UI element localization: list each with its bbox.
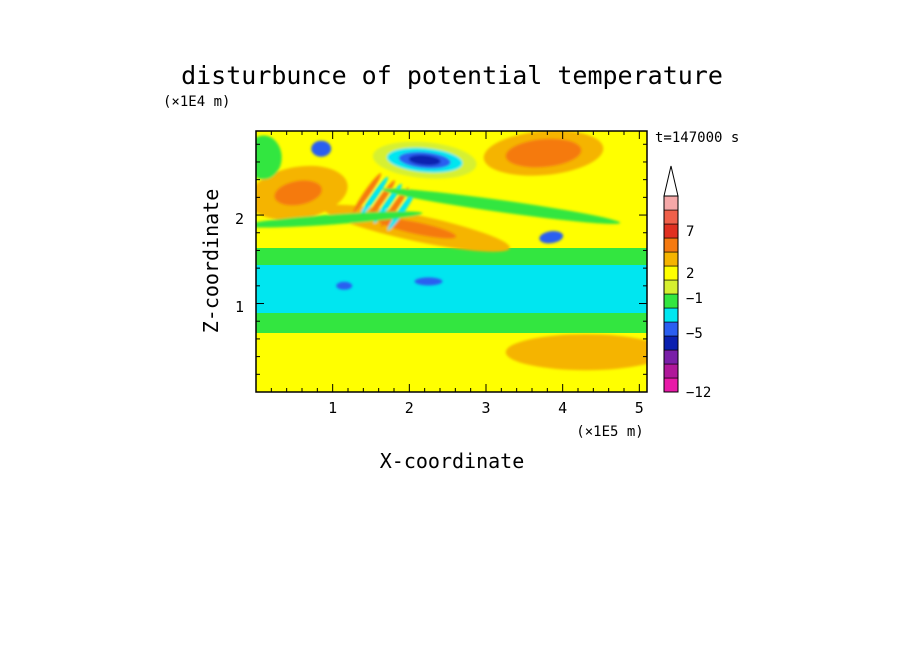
band-upper-green (256, 248, 647, 265)
y-tick-label: 1 (235, 298, 244, 316)
x-tick-label: 3 (481, 399, 490, 417)
contour-features (256, 131, 647, 371)
colorbar-swatch (663, 293, 679, 309)
colorbar: 7 2 −1 −5 −12 (663, 165, 711, 401)
colorbar-swatch (663, 321, 679, 337)
colorbar-swatch (663, 377, 679, 393)
x-tick-label: 1 (328, 399, 337, 417)
colorbar-swatch (663, 251, 679, 267)
colorbar-label: −5 (686, 326, 703, 342)
contour-blob (387, 190, 416, 231)
time-label: t=147000 s (655, 130, 739, 146)
x-tick-label: 5 (635, 399, 644, 417)
contour-blob (539, 231, 564, 244)
contour-blob (414, 277, 443, 286)
contour-blob (311, 140, 332, 157)
plot-frame (255, 130, 648, 393)
contour-blob (360, 176, 389, 217)
contour-field (256, 131, 647, 392)
colorbar-label: −12 (686, 385, 711, 401)
colorbar-label: −1 (686, 291, 703, 307)
band-lower-green (256, 313, 647, 335)
x-axis: 1 2 3 4 5 (×1E5 m) X-coordinate (328, 399, 644, 473)
y-tick-label: 2 (235, 210, 244, 228)
colorbar-swatch (663, 223, 679, 239)
colorbar-swatch (663, 363, 679, 379)
x-tick-label: 4 (558, 399, 567, 417)
contour-blob (408, 155, 441, 166)
contour-blob (382, 188, 621, 224)
colorbar-swatch (663, 335, 679, 351)
x-axis-label: X-coordinate (380, 449, 525, 473)
contour-blob (256, 211, 423, 228)
contour-blob (274, 180, 322, 206)
x-scale-label: (×1E5 m) (576, 424, 643, 440)
y-axis: 1 2 Z-coordinate (199, 189, 244, 334)
colorbar-swatch (663, 195, 679, 211)
y-scale-label: (×1E4 m) (163, 94, 230, 110)
contour-blob (505, 334, 647, 371)
colorbar-swatch (663, 307, 679, 323)
colorbar-label: 2 (686, 266, 694, 282)
contour-blob (336, 281, 353, 290)
y-axis-label: Z-coordinate (199, 189, 223, 334)
chart-title: disturbunce of potential temperature (181, 61, 723, 90)
colorbar-swatch (663, 265, 679, 281)
colorbar-swatch (663, 209, 679, 225)
contour-blob (353, 173, 382, 213)
colorbar-swatch (663, 349, 679, 365)
contour-blob (377, 218, 457, 239)
contour-blob (256, 135, 282, 180)
colorbar-swatch (663, 279, 679, 295)
colorbar-label: 7 (686, 224, 694, 240)
x-tick-label: 2 (405, 399, 414, 417)
colorbar-swatch (663, 237, 679, 253)
band-cyan (256, 265, 647, 315)
colorbar-extend-arrow (663, 165, 679, 197)
contour-blob (505, 138, 582, 168)
